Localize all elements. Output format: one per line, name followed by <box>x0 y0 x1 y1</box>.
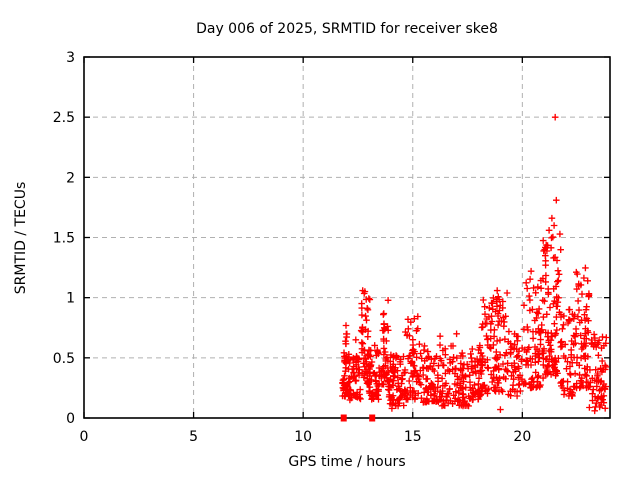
y-tick-label: 2.5 <box>53 110 75 126</box>
plot-frame <box>83 56 611 419</box>
y-tick-label: 1.5 <box>53 231 75 247</box>
axis-square-marker <box>369 414 376 422</box>
data-points <box>339 113 610 422</box>
x-tick-label: 5 <box>189 429 198 445</box>
x-tick-label: 10 <box>294 429 312 445</box>
y-tick-label: 2 <box>66 170 75 186</box>
y-tick-label: 0.5 <box>53 351 75 367</box>
axis-square-marker <box>340 414 347 422</box>
y-tick-label: 3 <box>66 50 75 66</box>
x-tick-label: 15 <box>404 429 422 445</box>
x-tick-label: 20 <box>513 429 531 445</box>
tick-labels: 0 5 10 15 20 0 0.5 1 1.5 2 2.5 3 <box>53 50 532 445</box>
x-axis-label: GPS time / hours <box>288 454 405 470</box>
x-tick-label: 0 <box>80 429 89 445</box>
y-tick-label: 1 <box>66 291 75 307</box>
y-axis-label: SRMTID / TECUs <box>13 182 29 295</box>
plot-title: Day 006 of 2025, SRMTID for receiver ske… <box>196 21 498 37</box>
y-tick-label: 0 <box>66 411 75 427</box>
srmtid-plus-markers <box>339 113 610 415</box>
